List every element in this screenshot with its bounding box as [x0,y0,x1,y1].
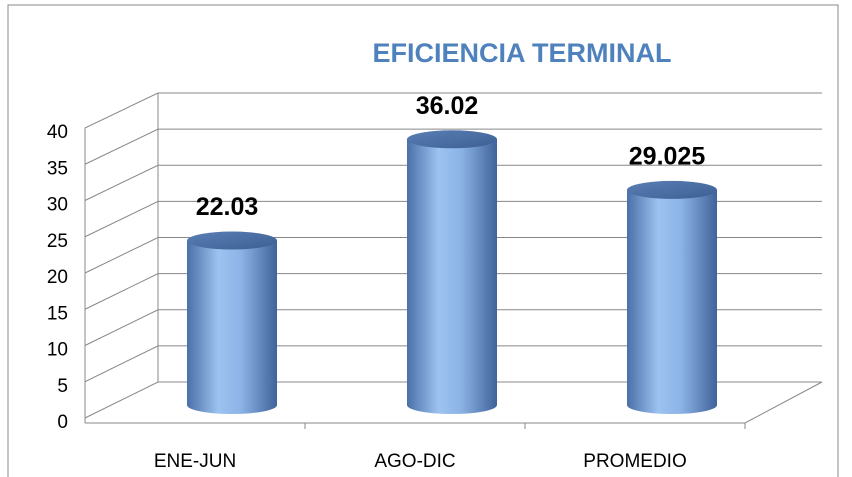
grid-line [84,200,822,238]
bar-part [407,130,497,149]
bar-part [407,139,497,415]
bar-part [187,240,277,414]
bar-part [187,231,277,250]
x-tick-label: ENE-JUN [154,451,236,472]
grid-line [84,237,822,274]
grid-line [84,273,822,310]
bar [187,231,277,414]
chart-border [7,4,839,477]
x-tick-label: PROMEDIO [583,451,686,472]
y-tick-label: 15 [47,303,68,324]
y-tick-label: 25 [47,231,68,252]
y-tick-label: 0 [57,412,68,433]
grid-line [84,345,822,383]
grid-line [84,381,822,419]
bar-part [627,189,717,414]
y-tick-label: 10 [47,340,68,361]
y-tick-label: 5 [57,376,68,397]
grid-line [84,309,822,346]
y-tick-label: 20 [47,267,68,288]
value-label: 29.025 [629,143,706,171]
value-label: 22.03 [196,193,259,221]
grid-line [84,128,822,165]
grid-line [84,92,822,129]
grid-line [84,164,822,201]
bar [627,180,717,414]
bar [407,130,497,415]
y-tick-label: 35 [47,158,68,179]
y-tick-label: 40 [47,122,68,143]
bar-part [627,180,717,199]
x-tick-label: AGO-DIC [374,451,455,472]
y-tick-label: 30 [47,195,68,216]
value-label: 36.02 [416,92,479,120]
chart-title: EFICIENCIA TERMINAL [373,38,672,68]
